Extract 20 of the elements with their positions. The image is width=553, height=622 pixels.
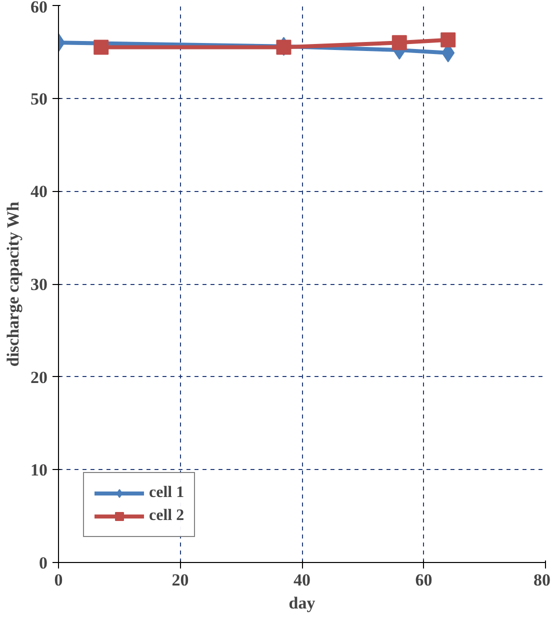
x-tick-label: 40 <box>294 570 310 590</box>
x-axis-title: day <box>288 594 316 612</box>
x-tick-label: 20 <box>172 570 189 590</box>
y-tick-label: 0 <box>39 554 48 572</box>
y-tick-label: 30 <box>30 275 48 294</box>
y-tick-label: 10 <box>30 460 48 480</box>
legend-label: cell 1 <box>149 484 184 502</box>
x-tick-label: 0 <box>54 570 63 590</box>
y-tick-label: 50 <box>30 89 48 108</box>
point <box>276 40 292 55</box>
y-axis-title: discharge capacity Wh <box>4 201 22 367</box>
x-tick-label: 60 <box>415 570 432 590</box>
y-tick-label: 20 <box>30 368 48 387</box>
point <box>392 35 407 50</box>
point <box>94 40 109 55</box>
point <box>440 32 456 48</box>
legend-label: cell 2 <box>149 507 184 525</box>
y-tick-label: 60 <box>30 0 48 16</box>
y-tick-label: 40 <box>30 182 48 202</box>
x-tick-label: 80 <box>534 570 550 590</box>
